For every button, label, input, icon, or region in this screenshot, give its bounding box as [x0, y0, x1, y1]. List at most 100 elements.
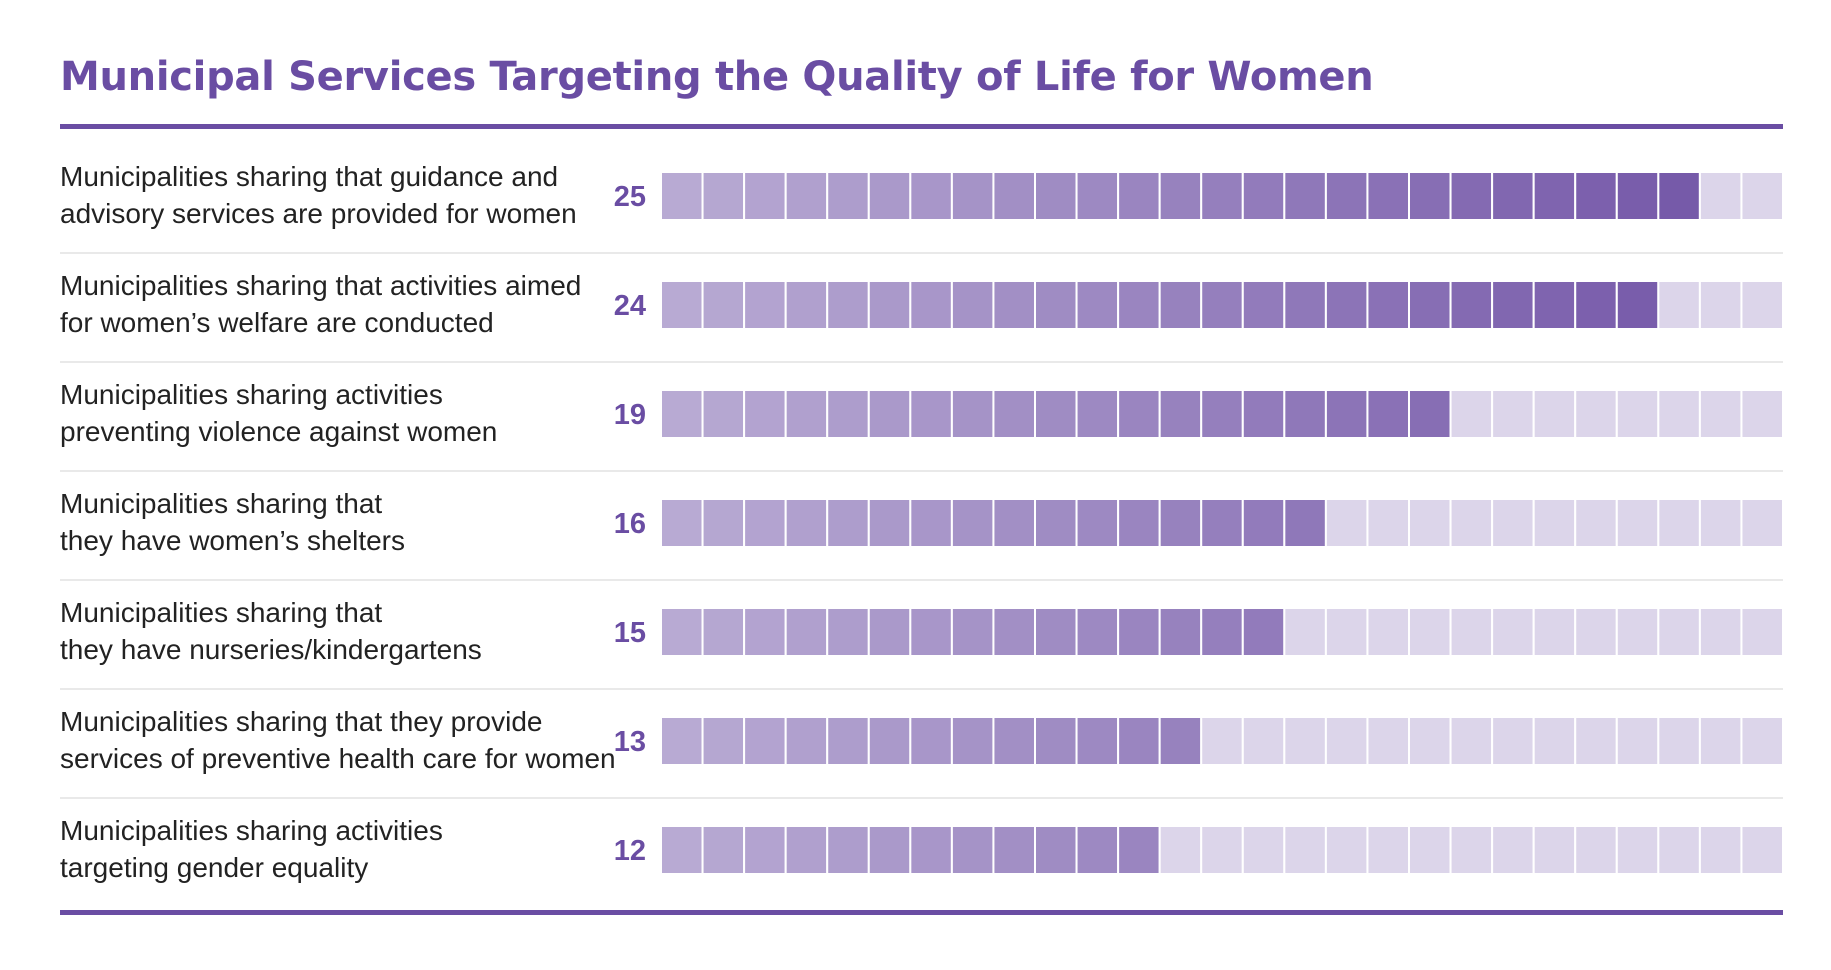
- bar-square-empty: [1574, 607, 1618, 657]
- bar-square-filled: [1034, 825, 1078, 875]
- bar-square-empty: [1408, 607, 1452, 657]
- bar-square-empty: [1698, 498, 1743, 548]
- bar-square-filled: [826, 716, 870, 766]
- bar-square-empty: [1408, 498, 1452, 548]
- bar-square-filled: [660, 171, 704, 221]
- bar-square-filled: [1200, 607, 1244, 657]
- bar-square-filled: [992, 716, 1037, 766]
- bar-square-empty: [1491, 607, 1535, 657]
- bar-square-empty: [1532, 498, 1577, 548]
- bar-square-filled: [743, 716, 787, 766]
- bar-square-empty: [1532, 389, 1577, 439]
- bar-square-filled: [1449, 280, 1494, 330]
- bar-square-filled: [1200, 280, 1244, 330]
- bar-square-empty: [1408, 716, 1452, 766]
- row-label: Municipalities sharing activities: [60, 815, 443, 846]
- bar-square-filled: [784, 389, 829, 439]
- bar-square-filled: [992, 171, 1037, 221]
- bar-square-filled: [701, 825, 746, 875]
- bar-square-empty: [1615, 607, 1660, 657]
- bar-square-empty: [1491, 498, 1535, 548]
- bar-square-filled: [660, 716, 704, 766]
- bar-square-empty: [1698, 171, 1743, 221]
- bar-square-filled: [1241, 171, 1286, 221]
- bar-square-empty: [1740, 498, 1784, 548]
- bar-square-filled: [1532, 280, 1577, 330]
- bar-square-filled: [909, 171, 953, 221]
- bar-square-empty: [1449, 498, 1494, 548]
- chart-title: Municipal Services Targeting the Quality…: [60, 54, 1374, 100]
- bar-square-empty: [1241, 716, 1286, 766]
- bar-square-filled: [784, 498, 829, 548]
- bar-square-empty: [1657, 607, 1701, 657]
- row-label: for women’s welfare are conducted: [60, 307, 494, 338]
- bar-square-filled: [1034, 171, 1078, 221]
- bar-square-empty: [1740, 607, 1784, 657]
- row-label: Municipalities sharing activities: [60, 379, 443, 410]
- bar-square-empty: [1574, 825, 1618, 875]
- value-label: 15: [614, 617, 646, 649]
- bar-square-empty: [1366, 498, 1410, 548]
- value-label: 16: [614, 508, 646, 540]
- bar-square-filled: [909, 389, 953, 439]
- bar-square-filled: [1034, 280, 1078, 330]
- bar-square-empty: [1657, 825, 1701, 875]
- bar-square-empty: [1366, 825, 1410, 875]
- bar-square-empty: [1615, 498, 1660, 548]
- bar-square-filled: [1366, 171, 1410, 221]
- row-label: Municipalities sharing that guidance and: [60, 161, 558, 192]
- bar-square-filled: [992, 825, 1037, 875]
- bar-square-filled: [1117, 498, 1161, 548]
- bar-square-filled: [826, 607, 870, 657]
- bar-square-empty: [1657, 280, 1701, 330]
- bar-square-filled: [1075, 280, 1120, 330]
- bar-square-filled: [1491, 171, 1535, 221]
- bar-square-filled: [1034, 716, 1078, 766]
- bar-square-filled: [1117, 716, 1161, 766]
- row-label: targeting gender equality: [60, 852, 368, 883]
- bar-square-filled: [660, 498, 704, 548]
- bar-square-filled: [1283, 389, 1327, 439]
- bar-square-empty: [1449, 389, 1494, 439]
- value-label: 13: [614, 726, 646, 758]
- bar-square-empty: [1615, 716, 1660, 766]
- bar-square-empty: [1574, 389, 1618, 439]
- bar-square-filled: [1117, 171, 1161, 221]
- bar-square-empty: [1698, 280, 1743, 330]
- bar-square-filled: [909, 716, 953, 766]
- bar-square-filled: [1408, 389, 1452, 439]
- row-label: they have nurseries/kindergartens: [60, 634, 482, 665]
- bar-square-empty: [1574, 498, 1618, 548]
- bar-square-filled: [1366, 280, 1410, 330]
- bar-square-filled: [1283, 280, 1327, 330]
- bar-square-empty: [1491, 825, 1535, 875]
- bar-square-filled: [992, 498, 1037, 548]
- bar-square-filled: [867, 498, 912, 548]
- bar-square-empty: [1366, 716, 1410, 766]
- bar-square-empty: [1324, 825, 1369, 875]
- row-label: Municipalities sharing that: [60, 597, 382, 628]
- bar-square-empty: [1449, 825, 1494, 875]
- bar-square-filled: [867, 607, 912, 657]
- bar-square-filled: [950, 171, 995, 221]
- bar-square-empty: [1324, 716, 1369, 766]
- bar-square-filled: [1241, 498, 1286, 548]
- bottom-rule: [60, 910, 1783, 915]
- bar-square-filled: [1117, 825, 1161, 875]
- bar-square-filled: [1366, 389, 1410, 439]
- bar-square-empty: [1491, 716, 1535, 766]
- bar-square-filled: [784, 171, 829, 221]
- bar-square-filled: [701, 280, 746, 330]
- row-label: Municipalities sharing that activities a…: [60, 270, 581, 301]
- bar-square-filled: [1200, 498, 1244, 548]
- bar-square-empty: [1615, 825, 1660, 875]
- bar-square-empty: [1698, 825, 1743, 875]
- bar-square-filled: [826, 280, 870, 330]
- bar-square-empty: [1491, 389, 1535, 439]
- bar-square-filled: [1491, 280, 1535, 330]
- bar-square-filled: [1075, 825, 1120, 875]
- bar-square-filled: [1449, 171, 1494, 221]
- bar-square-empty: [1532, 607, 1577, 657]
- bar-square-filled: [701, 607, 746, 657]
